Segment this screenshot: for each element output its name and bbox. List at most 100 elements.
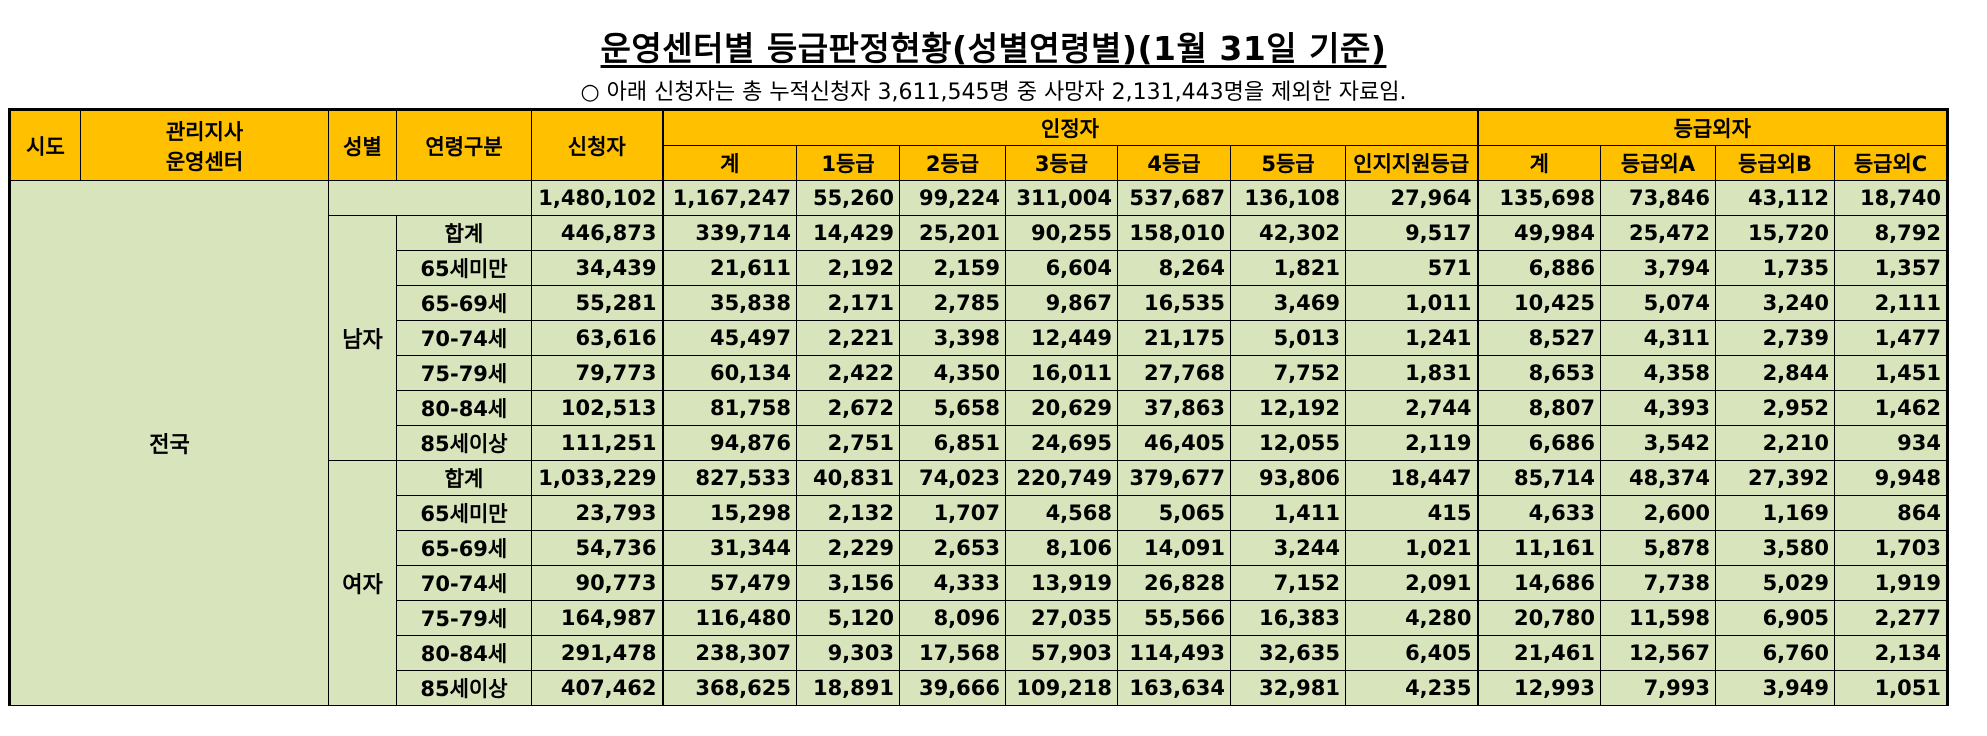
value-cell: 5,013 xyxy=(1230,320,1346,356)
value-cell: 1,241 xyxy=(1345,320,1478,356)
value-cell: 35,838 xyxy=(661,285,797,321)
total-label-cell xyxy=(328,180,532,216)
header-certified-col: 인지지원등급 xyxy=(1345,145,1478,181)
value-cell: 4,280 xyxy=(1345,600,1478,636)
value-cell: 85,714 xyxy=(1476,460,1601,496)
value-cell: 11,161 xyxy=(1476,530,1601,566)
value-cell: 4,311 xyxy=(1600,320,1716,356)
table-row: 70-74세 63,616 45,497 2,221 3,398 12,449 21,175… xyxy=(10,320,1949,356)
table-row: 80-84세 102,513 81,758 2,672 5,658 20,629 37,86… xyxy=(10,390,1949,426)
table-row: 65세미만 23,793 15,298 2,132 1,707 4,568 5,065 1,4… xyxy=(10,495,1949,531)
value-cell: 2,119 xyxy=(1345,425,1478,461)
table-row: 75-79세 164,987 116,480 5,120 8,096 27,035 55,5… xyxy=(10,600,1949,636)
value-cell: 1,703 xyxy=(1834,530,1949,566)
value-cell: 90,773 xyxy=(531,565,663,601)
value-cell: 2,744 xyxy=(1345,390,1478,426)
value-cell: 27,392 xyxy=(1715,460,1835,496)
value-cell: 3,542 xyxy=(1600,425,1716,461)
value-cell: 2,192 xyxy=(796,250,900,286)
value-cell: 6,760 xyxy=(1715,635,1835,671)
age-group-cell: 65-69세 xyxy=(396,285,532,321)
value-cell: 9,948 xyxy=(1834,460,1949,496)
value-cell: 1,821 xyxy=(1230,250,1346,286)
value-cell: 43,112 xyxy=(1715,180,1835,216)
grading-status-table: 시도 관리지사 운영센터 성별 연령구분 신청자 인정자 등급외자 계 1등급 … xyxy=(8,108,1949,706)
value-cell: 8,096 xyxy=(899,600,1006,636)
header-excluded-col: 등급외C xyxy=(1834,145,1949,181)
value-cell: 3,156 xyxy=(796,565,900,601)
value-cell: 4,333 xyxy=(899,565,1006,601)
header-certified-col: 5등급 xyxy=(1230,145,1346,181)
value-cell: 14,429 xyxy=(796,215,900,251)
value-cell: 1,451 xyxy=(1834,355,1949,391)
value-cell: 446,873 xyxy=(531,215,663,251)
header-branch-line1: 관리지사 xyxy=(165,119,244,144)
table-row: 65-69세 54,736 31,344 2,229 2,653 8,106 14,091 3… xyxy=(10,530,1949,566)
value-cell: 4,393 xyxy=(1600,390,1716,426)
table-row: 80-84세 291,478 238,307 9,303 17,568 57,903 114… xyxy=(10,635,1949,671)
value-cell: 8,106 xyxy=(1005,530,1118,566)
value-cell: 27,964 xyxy=(1345,180,1478,216)
value-cell: 2,751 xyxy=(796,425,900,461)
value-cell: 94,876 xyxy=(661,425,797,461)
table-row-total: 전국 1,480,102 1,167,247 55,260 99,224 311,004 5… xyxy=(8,180,1949,706)
value-cell: 49,984 xyxy=(1476,215,1601,251)
value-cell: 220,749 xyxy=(1005,460,1118,496)
value-cell: 1,919 xyxy=(1834,565,1949,601)
value-cell: 15,720 xyxy=(1715,215,1835,251)
value-cell: 135,698 xyxy=(1476,180,1601,216)
value-cell: 45,497 xyxy=(661,320,797,356)
value-cell: 3,794 xyxy=(1600,250,1716,286)
age-group-cell: 합계 xyxy=(396,215,532,251)
value-cell: 6,604 xyxy=(1005,250,1118,286)
sex-cell: 남자 xyxy=(328,215,397,461)
value-cell: 4,358 xyxy=(1600,355,1716,391)
value-cell: 3,240 xyxy=(1715,285,1835,321)
value-cell: 3,398 xyxy=(899,320,1006,356)
value-cell: 55,566 xyxy=(1117,600,1231,636)
value-cell: 4,350 xyxy=(899,355,1006,391)
value-cell: 9,867 xyxy=(1005,285,1118,321)
value-cell: 12,567 xyxy=(1600,635,1716,671)
value-cell: 1,477 xyxy=(1834,320,1949,356)
value-cell: 2,221 xyxy=(796,320,900,356)
value-cell: 3,949 xyxy=(1715,670,1835,706)
value-cell: 102,513 xyxy=(531,390,663,426)
header-excluded: 등급외자 xyxy=(1476,108,1949,146)
age-group-cell: 80-84세 xyxy=(396,390,532,426)
age-group-cell: 합계 xyxy=(396,460,532,496)
value-cell: 1,033,229 xyxy=(531,460,663,496)
value-cell: 16,011 xyxy=(1005,355,1118,391)
header-excluded-col: 계 xyxy=(1476,145,1601,181)
value-cell: 4,633 xyxy=(1476,495,1601,531)
value-cell: 23,793 xyxy=(531,495,663,531)
value-cell: 537,687 xyxy=(1117,180,1231,216)
value-cell: 368,625 xyxy=(661,670,797,706)
value-cell: 8,792 xyxy=(1834,215,1949,251)
value-cell: 827,533 xyxy=(661,460,797,496)
value-cell: 164,987 xyxy=(531,600,663,636)
value-cell: 12,055 xyxy=(1230,425,1346,461)
value-cell: 415 xyxy=(1345,495,1478,531)
table-row: 남자 합계 446,873 339,714 14,429 25,201 90,255 158,… xyxy=(10,215,1949,461)
value-cell: 5,065 xyxy=(1117,495,1231,531)
value-cell: 90,255 xyxy=(1005,215,1118,251)
value-cell: 864 xyxy=(1834,495,1949,531)
header-certified: 인정자 xyxy=(661,108,1478,146)
value-cell: 6,686 xyxy=(1476,425,1601,461)
value-cell: 2,091 xyxy=(1345,565,1478,601)
value-cell: 116,480 xyxy=(661,600,797,636)
value-cell: 2,134 xyxy=(1834,635,1949,671)
value-cell: 1,021 xyxy=(1345,530,1478,566)
value-cell: 46,405 xyxy=(1117,425,1231,461)
age-group-cell: 65세미만 xyxy=(396,250,532,286)
age-group-cell: 65세미만 xyxy=(396,495,532,531)
value-cell: 12,449 xyxy=(1005,320,1118,356)
page-title: 운영센터별 등급판정현황(성별연령별)(1월 31일 기준) xyxy=(600,29,1387,68)
value-cell: 3,469 xyxy=(1230,285,1346,321)
value-cell: 2,672 xyxy=(796,390,900,426)
value-cell: 2,171 xyxy=(796,285,900,321)
value-cell: 6,405 xyxy=(1345,635,1478,671)
value-cell: 2,132 xyxy=(796,495,900,531)
value-cell: 79,773 xyxy=(531,355,663,391)
